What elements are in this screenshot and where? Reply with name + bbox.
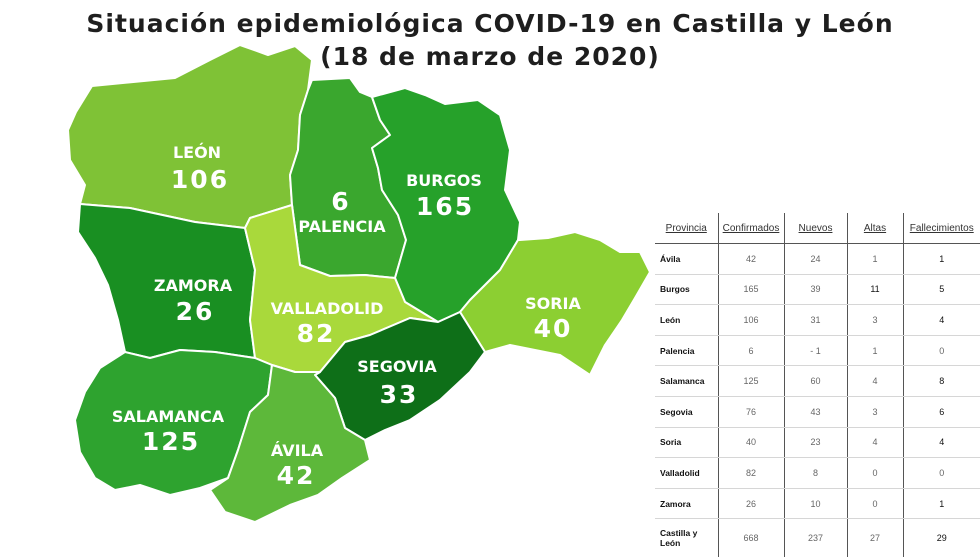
label-cases-soria: 40 (534, 314, 573, 343)
cell-nuevos: 10 (784, 488, 848, 520)
cell-confirmados: 26 (718, 488, 785, 520)
label-name-burgos: BURGOS (406, 171, 482, 190)
province-leon[interactable] (67, 44, 313, 229)
label-cases-zamora: 26 (176, 297, 215, 326)
header-fallecimientos[interactable]: Fallecimientos (903, 213, 980, 244)
label-name-segovia: SEGOVIA (357, 357, 437, 376)
label-name-zamora: ZAMORA (154, 276, 233, 295)
header-nuevos[interactable]: Nuevos (784, 213, 848, 244)
cell-nuevos: 24 (784, 243, 848, 275)
cell-provincia: Palencia (655, 335, 719, 367)
cell-provincia: Segovia (655, 396, 719, 428)
cell-nuevos: 43 (784, 396, 848, 428)
cell-fallecimientos: 1 (903, 243, 980, 275)
cell-nuevos: 23 (784, 427, 848, 459)
table-row: Salamanca 125 60 4 8 (655, 365, 980, 397)
cell-nuevos: 8 (784, 457, 848, 489)
label-name-avila: ÁVILA (271, 441, 324, 460)
cell-fallecimientos: 4 (903, 304, 980, 336)
label-name-soria: SORIA (525, 294, 581, 313)
cell-fallecimientos: 0 (903, 335, 980, 367)
cell-provincia: León (655, 304, 719, 336)
label-cases-burgos: 165 (416, 192, 474, 221)
cell-fallecimientos: 6 (903, 396, 980, 428)
cell-confirmados: 42 (718, 243, 785, 275)
cell-confirmados: 125 (718, 365, 785, 397)
label-cases-segovia: 33 (380, 380, 419, 409)
cell-altas: 0 (847, 488, 904, 520)
header-provincia[interactable]: Provincia (655, 213, 719, 244)
table-row: Segovia 76 43 3 6 (655, 396, 980, 428)
cell-provincia: Valladolid (655, 457, 719, 489)
cell-fallecimientos: 0 (903, 457, 980, 489)
province-soria[interactable] (459, 231, 651, 376)
cell-provincia: Ávila (655, 243, 719, 275)
province-salamanca[interactable] (74, 349, 273, 496)
cell-altas: 27 (847, 518, 904, 557)
province-avila[interactable] (209, 364, 371, 523)
header-confirmados[interactable]: Confirmados (718, 213, 785, 244)
table-header-row: Provincia Confirmados Nuevos Altas Falle… (655, 213, 980, 244)
cell-nuevos: 237 (784, 518, 848, 557)
cell-fallecimientos: 1 (903, 488, 980, 520)
cell-confirmados: 40 (718, 427, 785, 459)
header-altas[interactable]: Altas (847, 213, 904, 244)
cell-altas: 11 (847, 274, 904, 306)
table-row: Valladolid 82 8 0 0 (655, 457, 980, 489)
cell-provincia: Salamanca (655, 365, 719, 397)
table-row: Soria 40 23 4 4 (655, 427, 980, 459)
cell-confirmados: 668 (718, 518, 785, 557)
cell-altas: 4 (847, 365, 904, 397)
map-title: Situación epidemiológica COVID-19 en Cas… (0, 8, 980, 74)
label-name-salamanca: SALAMANCA (112, 407, 225, 426)
title-line-1: Situación epidemiológica COVID-19 en Cas… (86, 9, 894, 38)
table-row: Zamora 26 10 0 1 (655, 488, 980, 520)
cell-provincia: Castilla y León (655, 518, 719, 557)
cell-fallecimientos: 5 (903, 274, 980, 306)
cell-confirmados: 6 (718, 335, 785, 367)
table-row: Castilla y León 668 237 27 29 (655, 518, 980, 557)
cases-table-panel: Provincia Confirmados Nuevos Altas Falle… (655, 213, 980, 557)
cell-altas: 4 (847, 427, 904, 459)
table-row: Burgos 165 39 11 5 (655, 274, 980, 306)
province-labels: LEÓN 106 6 PALENCIA BURGOS 165 SORIA 40 … (112, 143, 582, 490)
label-name-valladolid: VALLADOLID (271, 299, 384, 318)
cell-provincia: Soria (655, 427, 719, 459)
cell-altas: 3 (847, 396, 904, 428)
label-cases-avila: 42 (277, 461, 316, 490)
label-name-palencia: PALENCIA (298, 217, 386, 236)
cell-confirmados: 106 (718, 304, 785, 336)
table-row: León 106 31 3 4 (655, 304, 980, 336)
cell-altas: 3 (847, 304, 904, 336)
cell-nuevos: 39 (784, 274, 848, 306)
cell-confirmados: 76 (718, 396, 785, 428)
label-cases-palencia: 6 (331, 187, 350, 216)
cell-confirmados: 165 (718, 274, 785, 306)
label-cases-salamanca: 125 (142, 427, 200, 456)
cell-fallecimientos: 29 (936, 533, 947, 544)
cell-provincia: Burgos (655, 274, 719, 306)
cell-nuevos: - 1 (784, 335, 848, 367)
cell-altas: 1 (847, 243, 904, 275)
cell-altas: 0 (847, 457, 904, 489)
cell-provincia: Zamora (655, 488, 719, 520)
label-cases-leon: 106 (171, 165, 229, 194)
cell-fallecimientos: 4 (903, 427, 980, 459)
cell-fallecimientos: 8 (903, 365, 980, 397)
cell-nuevos: 31 (784, 304, 848, 336)
table-row: Ávila 42 24 1 1 (655, 243, 980, 275)
title-line-2: (18 de marzo de 2020) (320, 42, 660, 71)
cell-nuevos: 60 (784, 365, 848, 397)
cell-altas: 1 (847, 335, 904, 367)
label-cases-valladolid: 82 (297, 319, 336, 348)
cases-table: Provincia Confirmados Nuevos Altas Falle… (655, 213, 980, 557)
cell-confirmados: 82 (718, 457, 785, 489)
label-name-leon: LEÓN (173, 143, 221, 162)
